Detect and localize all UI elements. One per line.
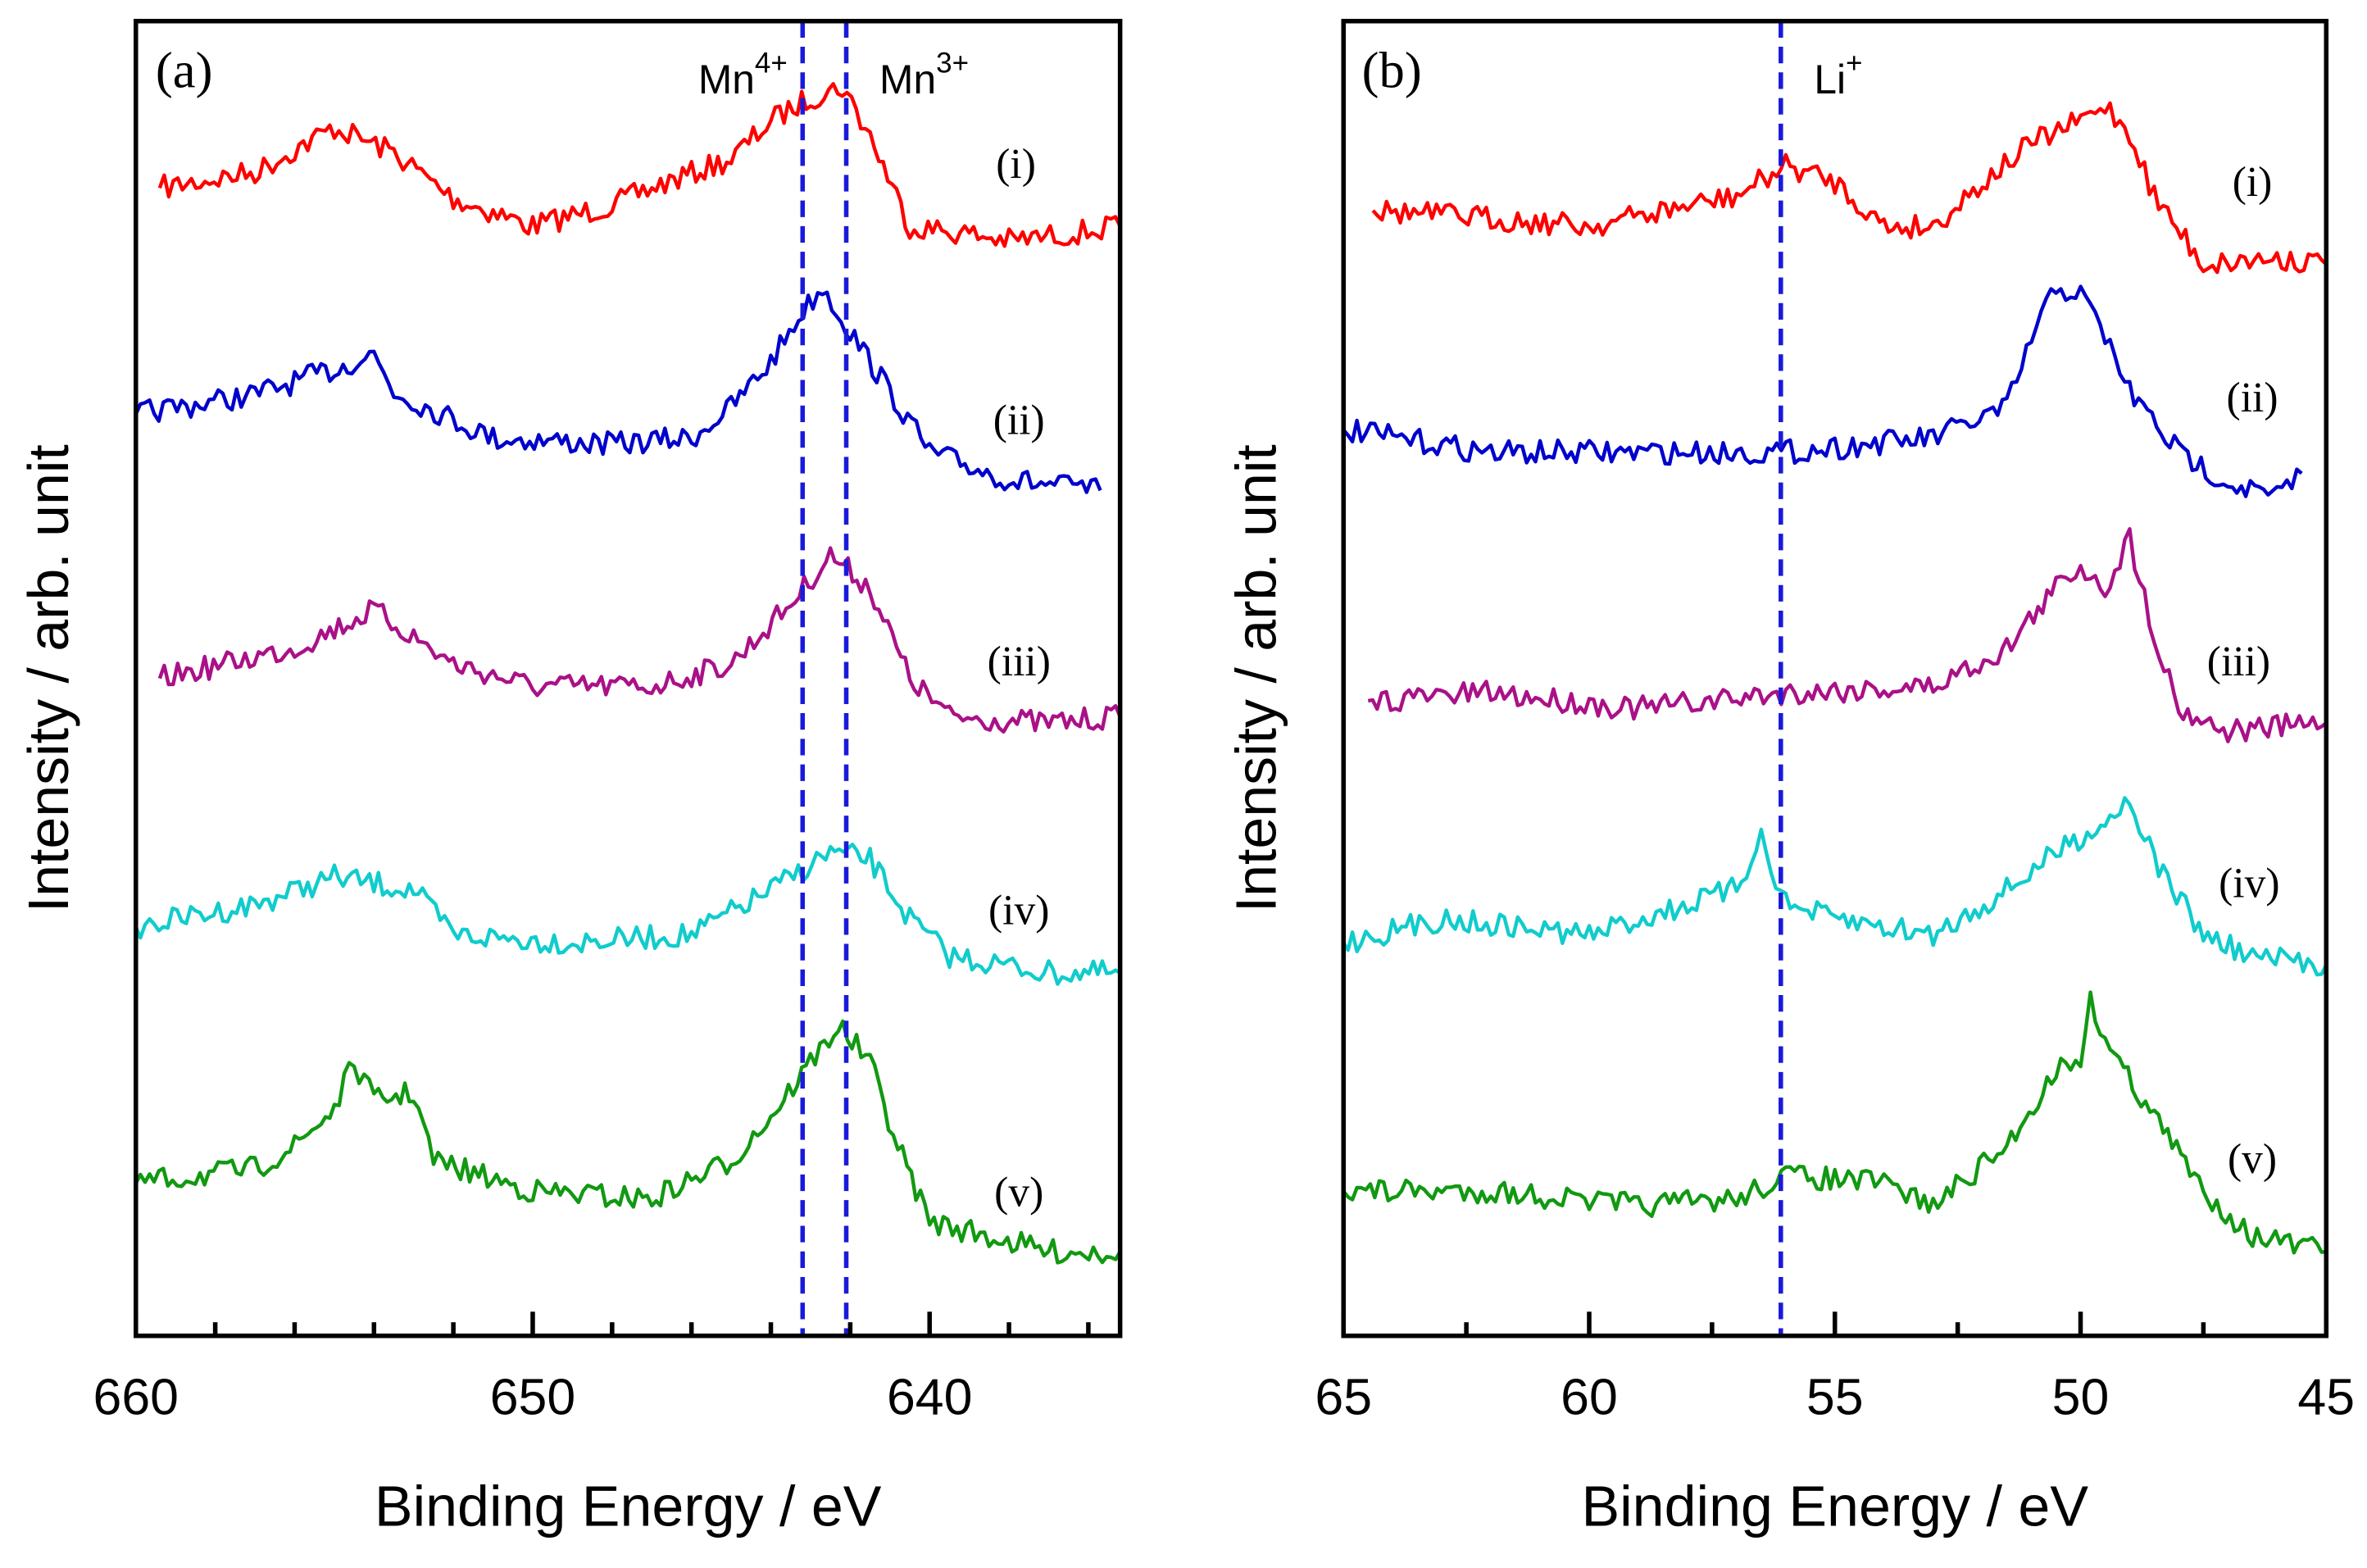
series-line-1 (1371, 101, 2328, 275)
series-label: (iii) (988, 639, 1051, 685)
reference-label-sup: + (1846, 47, 1862, 79)
plot-frame (1341, 18, 2329, 1338)
reference-label: Mn4+ (698, 47, 788, 102)
series-label: (ii) (2227, 375, 2278, 421)
series-label: (ii) (993, 398, 1045, 444)
series-line-1 (157, 82, 1122, 248)
panel-b: (i)(ii)(iii)(iv)(v)Li+65 60 55 50 45(b)Bindi… (1224, 18, 2355, 1538)
reference-label-sup: 4+ (755, 47, 788, 79)
y-axis-label: Intensity / arb. unit (16, 444, 80, 912)
series-label: (iv) (988, 888, 1049, 934)
reference-label-base: Mn (879, 57, 936, 102)
series-line-4 (1342, 796, 2328, 977)
x-tick-label: 45 (2297, 1368, 2355, 1425)
series-label: (v) (994, 1170, 1043, 1216)
reference-label: Li+ (1814, 47, 1862, 102)
series-label: (v) (2228, 1136, 2277, 1183)
x-tick-label: 50 (2052, 1368, 2110, 1425)
x-tick-label: 60 (1561, 1368, 1618, 1425)
x-tick-label: 65 (1315, 1368, 1372, 1425)
series-line-3 (1367, 527, 2328, 743)
series-line-2 (134, 290, 1102, 494)
series-label: (i) (996, 141, 1036, 188)
series-line-2 (1342, 284, 2303, 498)
reference-label-sup: 3+ (936, 47, 969, 79)
series-line-3 (157, 546, 1122, 734)
x-axis-label: Binding Energy / eV (1581, 1475, 2088, 1538)
series-label: (i) (2233, 159, 2273, 206)
panel-label: (b) (1362, 42, 1422, 99)
series-label: (iii) (2207, 639, 2270, 685)
panel-label: (a) (156, 42, 213, 99)
x-tick-label: 650 (490, 1368, 575, 1425)
x-tick-label: 640 (887, 1368, 972, 1425)
series-line-5 (1342, 990, 2327, 1255)
reference-label-base: Mn (698, 57, 755, 102)
series-label: (iv) (2219, 860, 2279, 907)
panel-a: (i)(ii)(iii)(iv)(v)Mn4+ Mn3+660 650 640(a)B… (16, 18, 1123, 1538)
series-line-4 (134, 843, 1121, 986)
y-axis-label: Intensity / arb. unit (1224, 444, 1288, 912)
x-tick-label: 55 (1806, 1368, 1864, 1425)
plot-frame (134, 18, 1123, 1338)
series-line-5 (134, 1019, 1122, 1265)
reference-label-base: Li (1814, 57, 1846, 102)
reference-label: Mn3+ (879, 47, 969, 102)
x-tick-label: 660 (93, 1368, 179, 1425)
x-axis-label: Binding Energy / eV (375, 1475, 882, 1538)
